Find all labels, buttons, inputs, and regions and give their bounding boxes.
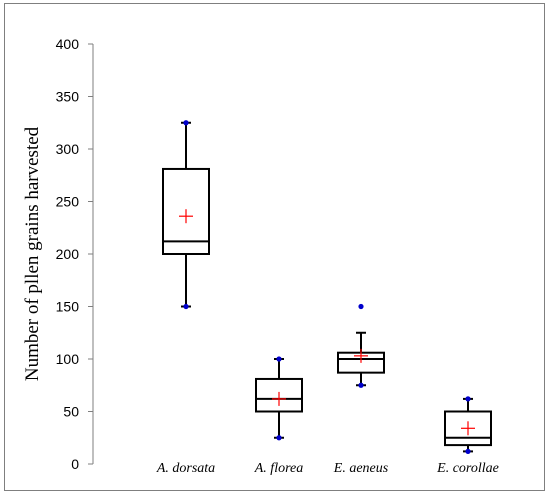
extreme-point — [358, 382, 364, 388]
y-tick-label: 50 — [63, 404, 79, 420]
category-labels: A. dorsata A. florea E. aeneus E. corollae — [156, 461, 499, 476]
y-tick-label: 0 — [71, 456, 79, 472]
y-tick-label: 100 — [56, 351, 80, 367]
y-axis: 0 50 100 150 200 250 300 350 400 — [56, 36, 94, 472]
y-tick-label: 200 — [56, 246, 80, 262]
extreme-point — [183, 120, 189, 126]
category-label: E. corollae — [436, 461, 499, 476]
box-1 — [162, 120, 210, 310]
y-tick-label: 150 — [56, 299, 80, 315]
box-2 — [255, 356, 303, 441]
y-tick-label: 250 — [56, 194, 80, 210]
extreme-point — [183, 303, 189, 310]
box-4 — [444, 396, 492, 454]
category-label: A. dorsata — [156, 461, 215, 476]
extreme-point — [465, 396, 471, 402]
y-tick-label: 350 — [56, 89, 80, 105]
y-tick-label: 300 — [56, 141, 80, 157]
category-label: E. aeneus — [333, 461, 389, 476]
extreme-point — [276, 435, 282, 441]
y-axis-title: Number of pllen grains harvested — [22, 126, 43, 381]
extreme-point — [465, 448, 471, 454]
extreme-point — [358, 303, 364, 310]
extreme-point — [276, 356, 282, 362]
y-tick-label: 400 — [56, 36, 80, 52]
box-series — [162, 120, 492, 454]
category-label: A. florea — [254, 461, 303, 476]
box-3 — [337, 303, 385, 388]
